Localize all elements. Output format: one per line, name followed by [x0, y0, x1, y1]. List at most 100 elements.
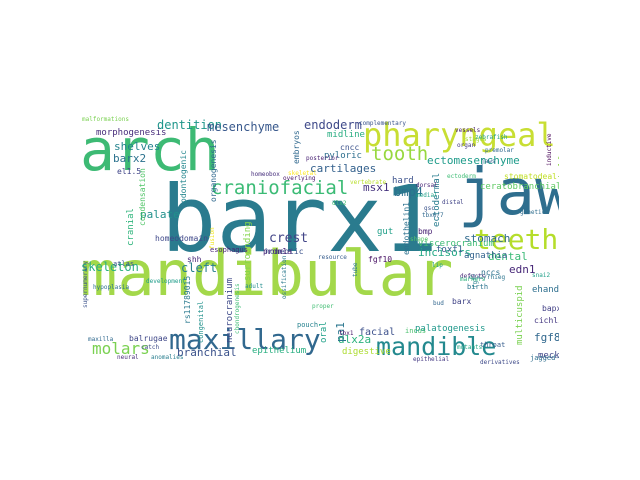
cloud-word: ectomesenchyme	[427, 154, 520, 167]
cloud-word: tbx1	[339, 330, 354, 337]
cloud-word: malformations	[82, 116, 129, 123]
cloud-word: barx1	[161, 166, 438, 273]
cloud-word: agnathia	[464, 251, 508, 261]
cloud-word: overlying	[283, 175, 316, 182]
cloud-word: dlx2/rhieg	[469, 274, 506, 281]
cloud-word: crest	[269, 231, 309, 246]
cloud-word: cranial	[126, 208, 136, 246]
cloud-word: bud	[433, 300, 444, 307]
cloud-word: incus	[405, 327, 427, 335]
cloud-word: viscerocranium	[418, 239, 494, 249]
cloud-word: homeobox	[251, 171, 280, 178]
cloud-word: prdm1a	[263, 247, 292, 256]
cloud-word: cncc	[340, 143, 360, 152]
cloud-word: stomatodeal	[504, 172, 557, 181]
cloud-word: congenital	[197, 300, 205, 343]
cloud-word: jaws	[481, 158, 496, 165]
cloud-word: el1.5	[117, 167, 142, 176]
cloud-word: epithelial	[413, 356, 450, 363]
cloud-word: msx1	[363, 181, 390, 194]
cloud-word: vessels	[455, 127, 481, 134]
cloud-word: fgf8	[534, 331, 559, 344]
cloud-word: homeodomain	[155, 234, 208, 243]
cloud-word: dorsal	[416, 182, 438, 189]
cloud-word: shape	[410, 236, 429, 243]
cloud-word: midline	[327, 130, 365, 140]
cloud-word: maxilla	[88, 336, 114, 343]
cloud-word: esophagus	[210, 246, 248, 254]
cloud-word: endothelin1	[402, 202, 411, 255]
cloud-word: distal	[442, 199, 464, 206]
cloud-word: bmp	[418, 227, 433, 236]
cloud-word: arch	[80, 116, 220, 184]
cloud-word: pyloric	[324, 151, 362, 161]
cloud-word: chondrogenesis	[234, 283, 241, 334]
cloud-word: proper	[312, 303, 334, 310]
cloud-word: fusion	[209, 227, 216, 249]
cloud-word: mutants	[457, 344, 483, 351]
cloud-word: craniofacial	[211, 177, 349, 199]
cloud-word: cichlids	[534, 316, 559, 325]
cloud-word: palate	[140, 208, 180, 221]
cloud-word: bapx1	[542, 304, 559, 313]
cloud-word: hard	[392, 176, 414, 186]
cloud-word: cleft	[181, 261, 218, 275]
cloud-word: dental	[488, 250, 528, 263]
cloud-word: barx2	[113, 152, 147, 165]
cloud-word: palatogenesis	[415, 324, 486, 334]
cloud-word: supernumerary	[82, 261, 89, 308]
cloud-word: lip	[432, 262, 443, 269]
cloud-word: edn1	[509, 263, 536, 276]
cloud-word: neural	[117, 354, 139, 361]
cloud-word: anomalies	[151, 354, 184, 361]
cloud-word: endoderm	[304, 118, 362, 132]
cloud-word: adult	[245, 283, 264, 290]
cloud-word: balrugae	[129, 334, 168, 343]
cloud-word: foxf1	[436, 245, 464, 255]
cloud-word: skeleton	[81, 260, 139, 274]
cloud-word: posterior	[306, 155, 339, 162]
cloud-word: epithelium	[252, 346, 307, 356]
cloud-word: nccs	[481, 268, 501, 277]
cloud-word: pharyngeal	[363, 116, 556, 154]
cloud-word: ehand	[532, 285, 559, 295]
cloud-word: pouch	[297, 321, 319, 329]
cloud-word: organ	[457, 142, 476, 149]
cloud-word: homeotic	[265, 247, 304, 256]
cloud-word: throat	[480, 341, 506, 349]
cloud-word: mesenchyme	[207, 120, 280, 134]
cloud-word: embryos	[292, 130, 301, 164]
cloud-word: stages	[465, 136, 487, 143]
cloud-word: odontogenic	[179, 150, 188, 203]
cloud-word: gut	[377, 227, 394, 237]
cloud-word: shh	[187, 255, 202, 264]
cloud-word: derivatives	[480, 359, 520, 366]
cloud-word: oral	[319, 321, 329, 343]
cloud-word: resource	[318, 254, 347, 261]
cloud-word: mandible	[376, 332, 497, 361]
cloud-word: molars	[92, 339, 150, 358]
cloud-word: teeth	[474, 223, 559, 256]
cloud-word: ectoderm	[447, 173, 476, 180]
cloud-word: dlx2a	[338, 333, 372, 346]
cloud-word: snai2	[532, 272, 551, 279]
cloud-word: tube	[352, 262, 359, 277]
cloud-word: zebrafish	[475, 134, 508, 141]
cloud-word: jaw	[458, 156, 559, 230]
cloud-word: tooth	[371, 143, 429, 165]
cloud-word: condensation	[138, 168, 147, 226]
cloud-word: medial	[416, 192, 438, 199]
cloud-word: incisors	[418, 246, 471, 259]
cloud-word: atlas	[113, 260, 135, 268]
cloud-word: maxillary	[169, 323, 321, 356]
cloud-word: catch	[141, 344, 160, 351]
cloud-word: facial	[359, 327, 396, 338]
cloud-word: vertebrate	[350, 179, 387, 186]
cloud-word: fgf10	[368, 255, 393, 264]
cloud-word: bmp4	[394, 185, 423, 199]
cloud-word: gsc	[424, 205, 435, 212]
cloud-word: branchial	[177, 346, 237, 359]
cloud-word: barx	[452, 297, 472, 306]
cloud-word: genetic	[520, 209, 546, 216]
cloud-word: dentition	[157, 118, 223, 132]
